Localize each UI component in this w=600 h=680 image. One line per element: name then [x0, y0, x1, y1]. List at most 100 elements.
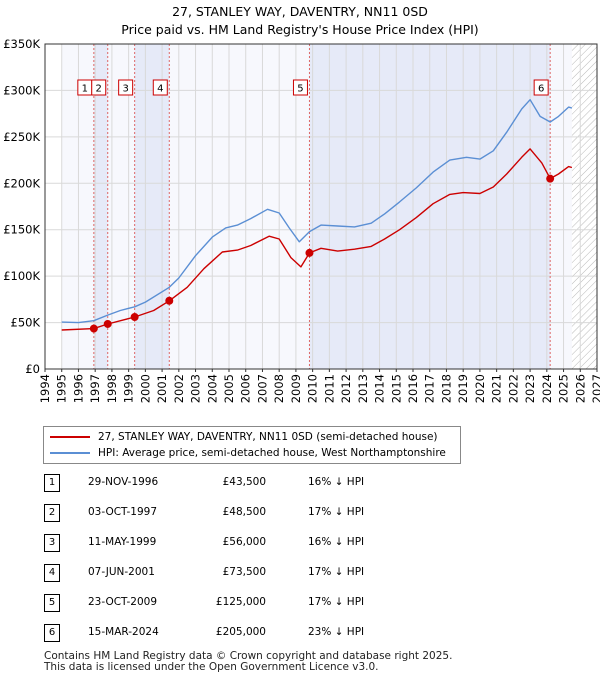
- row-number-badge: 2: [44, 504, 60, 522]
- row-hpi-diff: 16% ↓ HPI: [308, 476, 365, 488]
- x-tick-label: 2027: [590, 374, 600, 403]
- x-tick-label: 1996: [71, 374, 85, 403]
- sale-label: 3: [118, 79, 134, 96]
- legend-item-property: 27, STANLEY WAY, DAVENTRY, NN11 0SD (sem…: [50, 429, 438, 445]
- legend-label-hpi: HPI: Average price, semi-detached house,…: [98, 447, 446, 459]
- ownership-shade: [93, 44, 108, 369]
- sale-point: [89, 324, 98, 333]
- row-hpi-diff: 16% ↓ HPI: [308, 536, 365, 548]
- row-price: £43,500: [222, 476, 266, 488]
- sale-label: 2: [91, 79, 107, 96]
- footer-line-copyright: Contains HM Land Registry data © Crown c…: [44, 650, 453, 662]
- x-tick-label: 2017: [423, 374, 437, 403]
- series-line-hpi: [61, 99, 573, 324]
- x-tick-label: 2011: [322, 374, 336, 403]
- x-tick-label: 1999: [122, 374, 136, 403]
- series-line-property: [61, 148, 573, 331]
- table-row: 1 29-NOV-1996 £43,500 16% ↓ HPI: [42, 474, 462, 492]
- sale-label-box: [533, 79, 549, 96]
- plot-border: [44, 43, 598, 370]
- sale-label: 4: [152, 79, 168, 96]
- row-number-badge: 5: [44, 594, 60, 612]
- row-date: 23-OCT-2009: [88, 596, 157, 608]
- sale-label-number: 6: [538, 84, 544, 95]
- x-tick-label: 2022: [506, 374, 520, 403]
- row-number-badge: 1: [44, 474, 60, 492]
- y-tick-label: £150K: [3, 223, 40, 237]
- legend-item-hpi: HPI: Average price, semi-detached house,…: [50, 445, 446, 461]
- y-tick-label: £300K: [3, 83, 40, 97]
- table-row: 5 23-OCT-2009 £125,000 17% ↓ HPI: [42, 594, 462, 612]
- row-hpi-diff: 17% ↓ HPI: [308, 596, 365, 608]
- sale-point: [130, 313, 139, 321]
- row-number-badge: 4: [44, 564, 60, 582]
- row-price: £48,500: [222, 506, 266, 518]
- x-tick-label: 2015: [389, 374, 403, 403]
- row-number-badge: 6: [44, 624, 60, 642]
- x-tick-label: 1997: [88, 374, 102, 403]
- x-tick-label: 2003: [189, 374, 203, 403]
- sale-label-number: 3: [122, 84, 128, 95]
- row-hpi-diff: 17% ↓ HPI: [308, 566, 365, 578]
- row-date: 03-OCT-1997: [88, 506, 157, 518]
- y-tick-label: £350K: [3, 37, 40, 51]
- y-tick-label: £200K: [3, 176, 40, 190]
- x-tick-label: 2018: [439, 374, 453, 403]
- footer-line-licence: This data is licensed under the Open Gov…: [44, 661, 379, 673]
- legend: 27, STANLEY WAY, DAVENTRY, NN11 0SD (sem…: [43, 426, 461, 464]
- x-tick-label: 2021: [490, 374, 504, 403]
- y-tick-label: £50K: [11, 316, 41, 330]
- x-tick-label: 2002: [172, 374, 186, 403]
- y-tick-label: £250K: [3, 130, 40, 144]
- table-row: 2 03-OCT-1997 £48,500 17% ↓ HPI: [42, 504, 462, 522]
- y-tick-label: £0: [25, 362, 40, 376]
- x-tick-label: 2001: [155, 374, 169, 403]
- chart-subtitle: Price paid vs. HM Land Registry's House …: [121, 22, 479, 37]
- row-date: 07-JUN-2001: [88, 566, 155, 578]
- chart-title: 27, STANLEY WAY, DAVENTRY, NN11 0SD: [172, 4, 428, 19]
- sale-point: [305, 248, 314, 257]
- sale-label-number: 5: [297, 84, 303, 95]
- sale-label-box: [91, 79, 107, 96]
- row-date: 15-MAR-2024: [88, 626, 159, 638]
- row-price: £73,500: [222, 566, 266, 578]
- x-tick-label: 1994: [38, 374, 52, 403]
- sale-label-box: [152, 79, 168, 96]
- sale-label: 6: [533, 79, 549, 96]
- sale-point: [103, 319, 112, 328]
- x-tick-label: 2020: [473, 374, 487, 403]
- x-tick-label: 1998: [105, 374, 119, 403]
- table-row: 6 15-MAR-2024 £205,000 23% ↓ HPI: [42, 624, 462, 642]
- x-tick-label: 2008: [272, 374, 286, 403]
- x-tick-label: 1995: [55, 374, 69, 403]
- table-row: 4 07-JUN-2001 £73,500 17% ↓ HPI: [42, 564, 462, 582]
- sale-label-box: [118, 79, 134, 96]
- x-tick-label: 2024: [540, 374, 554, 403]
- row-price: £205,000: [215, 626, 266, 638]
- x-tick-label: 2023: [523, 374, 537, 403]
- footer-attribution: Contains HM Land Registry data © Crown c…: [44, 651, 452, 673]
- x-tick-label: 2019: [456, 374, 470, 403]
- x-tick-label: 2016: [406, 374, 420, 403]
- x-tick-label: 2000: [138, 374, 152, 403]
- x-tick-label: 2010: [306, 374, 320, 403]
- row-date: 11-MAY-1999: [88, 536, 157, 548]
- x-tick-label: 2026: [573, 374, 587, 403]
- row-number-badge: 3: [44, 534, 60, 552]
- legend-label-property: 27, STANLEY WAY, DAVENTRY, NN11 0SD (sem…: [98, 431, 438, 443]
- future-hatch: [571, 44, 597, 369]
- row-hpi-diff: 17% ↓ HPI: [308, 506, 365, 518]
- sale-point: [546, 174, 555, 183]
- x-tick-label: 2013: [356, 374, 370, 403]
- y-tick-label: £100K: [3, 269, 40, 283]
- row-price: £56,000: [222, 536, 266, 548]
- sale-label: 1: [77, 79, 93, 96]
- sale-label-number: 2: [96, 84, 102, 95]
- x-tick-label: 2014: [373, 374, 387, 403]
- x-tick-label: 2009: [289, 374, 303, 403]
- sale-label-box: [292, 79, 308, 96]
- x-tick-label: 2007: [255, 374, 269, 403]
- row-price: £125,000: [215, 596, 266, 608]
- x-tick-label: 2005: [222, 374, 236, 403]
